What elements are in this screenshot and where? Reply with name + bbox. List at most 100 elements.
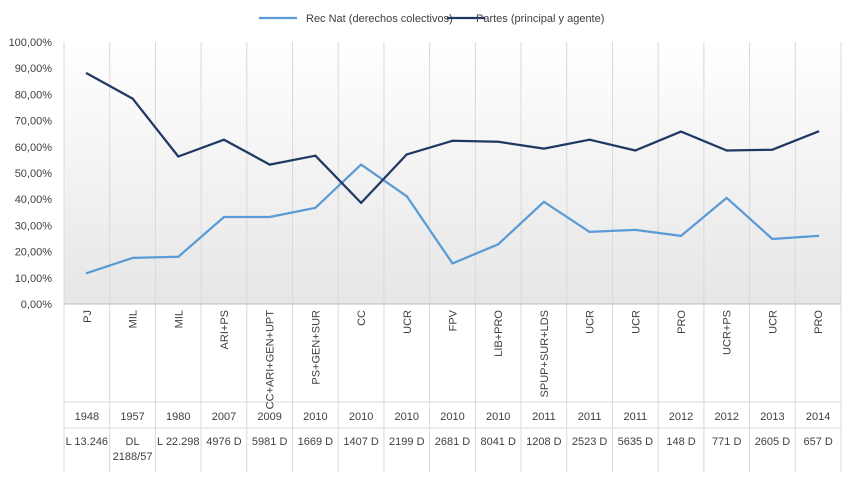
- gridlines: [63, 42, 842, 472]
- data-point: [405, 153, 408, 156]
- y-tick-label: 20,00%: [15, 247, 53, 259]
- x-category-year-label: 2010: [486, 411, 510, 423]
- x-category-doc-label: 2681 D: [435, 436, 471, 448]
- x-category-year-label: 1957: [120, 411, 144, 423]
- data-point: [817, 234, 820, 237]
- data-point: [542, 200, 546, 203]
- data-point: [542, 147, 546, 150]
- x-category-doc-label: 2523 D: [572, 436, 608, 448]
- data-point: [771, 237, 774, 241]
- data-point: [679, 234, 683, 237]
- x-category-year-label: 2009: [257, 411, 281, 423]
- data-point: [771, 148, 774, 151]
- data-point: [451, 139, 454, 142]
- x-category-doc-label: 2188/57: [113, 451, 153, 463]
- x-category-year-label: 2011: [578, 411, 602, 423]
- x-category-year-label: 2010: [440, 411, 464, 423]
- y-axis: 0,00% 10,00% 20,00% 30,00% 40,00% 50,00% 60,00…: [9, 37, 53, 311]
- x-category-party-label: PRO: [813, 310, 825, 334]
- x-category-party-label: PRO: [676, 310, 688, 334]
- data-point: [268, 215, 271, 219]
- data-point: [85, 271, 88, 275]
- x-category-party-label: MIL: [128, 310, 140, 328]
- x-category-year-label: 2011: [623, 411, 647, 423]
- x-category-doc-label: 657 D: [803, 436, 832, 448]
- x-category-doc-label: 1208 D: [526, 436, 562, 448]
- y-tick-label: 100,00%: [9, 37, 53, 49]
- plot-background: [64, 42, 841, 304]
- data-point: [359, 201, 363, 204]
- x-category-party-label: CC: [356, 310, 368, 326]
- y-tick-label: 70,00%: [15, 116, 53, 128]
- y-tick-label: 10,00%: [15, 273, 53, 285]
- data-point: [359, 163, 363, 166]
- x-category-doc-label: 1407 D: [343, 436, 379, 448]
- x-category-party-label: LIB+PRO: [493, 310, 505, 357]
- data-point: [451, 262, 454, 265]
- x-category-doc-label: DL: [126, 436, 140, 448]
- x-category-doc-label: L 22.298: [157, 436, 199, 448]
- data-point: [817, 130, 820, 133]
- y-tick-label: 60,00%: [15, 142, 53, 154]
- y-tick-label: 50,00%: [15, 168, 53, 180]
- x-category-year-label: 2013: [760, 411, 784, 423]
- x-category-doc-label: 8041 D: [480, 436, 516, 448]
- x-category-party-label: FPV: [448, 309, 460, 331]
- data-point: [588, 138, 591, 141]
- x-category-party-label: UCR: [767, 310, 779, 334]
- x-category-doc-label: 5635 D: [618, 436, 654, 448]
- x-category-party-label: MIL: [173, 310, 185, 328]
- x-category-year-label: 2012: [669, 411, 693, 423]
- x-category-doc-label: 4976 D: [206, 436, 242, 448]
- x-category-party-label: UCR: [402, 310, 414, 334]
- x-category-year-label: 2012: [714, 411, 738, 423]
- data-point: [131, 97, 134, 100]
- data-point: [268, 163, 271, 166]
- x-category-doc-label: 2605 D: [755, 436, 791, 448]
- x-category-year-label: 2007: [212, 411, 236, 423]
- y-tick-label: 80,00%: [15, 89, 53, 101]
- data-point: [725, 196, 728, 199]
- data-point: [497, 243, 500, 246]
- data-point: [405, 195, 408, 198]
- x-category-year-label: 2010: [395, 411, 419, 423]
- data-point: [497, 140, 500, 143]
- x-category-year-label: 2014: [806, 411, 830, 423]
- x-category-year-label: 2010: [303, 411, 327, 423]
- data-point: [725, 149, 728, 152]
- data-point: [222, 215, 226, 219]
- data-point: [314, 154, 317, 157]
- x-category-year-label: 1948: [75, 411, 99, 423]
- x-category-party-label: ARI+PS: [219, 310, 231, 349]
- data-point: [131, 256, 134, 259]
- x-category-doc-label: 1669 D: [298, 436, 334, 448]
- x-category-doc-label: 5981 D: [252, 436, 288, 448]
- y-tick-label: 0,00%: [21, 299, 52, 311]
- data-point: [85, 72, 88, 75]
- x-category-doc-label: 771 D: [712, 436, 741, 448]
- x-category-party-label: PS+GEN+SUR: [310, 310, 322, 385]
- x-category-doc-label: 148 D: [666, 436, 695, 448]
- data-point: [314, 206, 317, 209]
- legend-label-2: Partes (principal y agente): [476, 13, 604, 25]
- x-category-doc-label: L 13.246: [66, 436, 108, 448]
- y-tick-label: 40,00%: [15, 194, 53, 206]
- x-category-doc-label: 2199 D: [389, 436, 425, 448]
- x-category-party-label: UCR: [585, 310, 597, 334]
- legend-label-1: Rec Nat (derechos colectivos): [306, 13, 453, 25]
- y-tick-label: 90,00%: [15, 63, 53, 75]
- x-category-party-label: PJ: [82, 310, 94, 323]
- data-point: [177, 255, 180, 258]
- y-tick-label: 30,00%: [15, 220, 53, 232]
- x-category-party-label: UCR: [630, 310, 642, 334]
- x-category-year-label: 2011: [532, 411, 556, 423]
- data-point: [177, 155, 180, 158]
- x-axis: PJ 1948 L 13.246 MIL 1957 DL 2188/57 MIL 1980 L 2…: [66, 309, 833, 463]
- x-category-party-label: CC+ARI+GEN+UPT: [265, 310, 277, 410]
- data-point: [679, 130, 683, 133]
- legend: Rec Nat (derechos colectivos) Partes (pri…: [259, 13, 604, 25]
- x-category-year-label: 2010: [349, 411, 373, 423]
- data-point: [222, 138, 226, 141]
